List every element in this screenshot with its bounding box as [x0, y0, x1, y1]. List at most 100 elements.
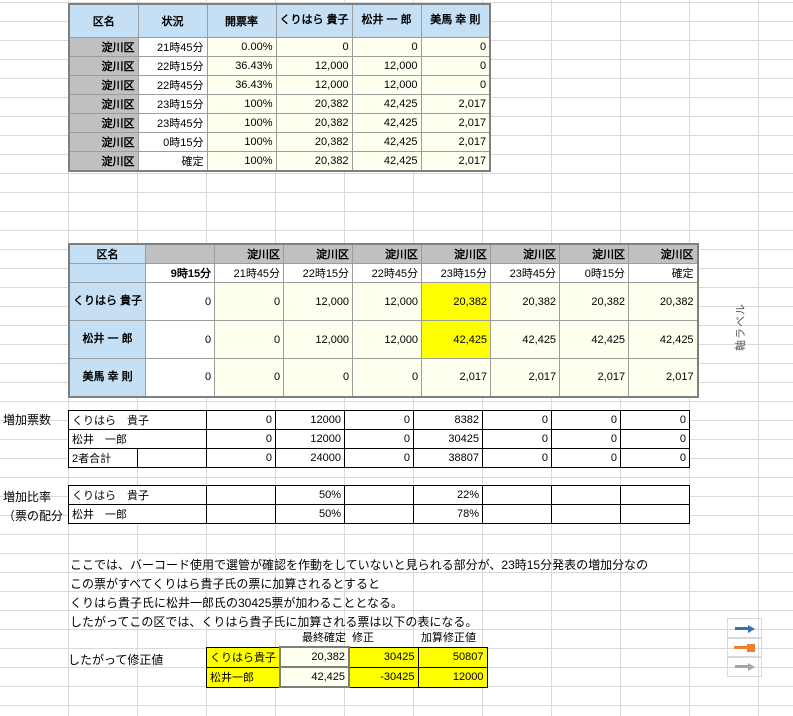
candidate-name-cell[interactable]: くりはら貴子 — [206, 646, 281, 668]
cell[interactable]: 23時45分 — [137, 112, 208, 133]
cell[interactable] — [68, 263, 147, 283]
cell[interactable]: 50% — [275, 504, 345, 524]
cell[interactable]: 2,017 — [559, 358, 630, 397]
cell[interactable]: 12,000 — [283, 320, 354, 359]
highlight-cell[interactable]: 12000 — [417, 666, 488, 688]
cell[interactable]: 42,425 — [490, 320, 561, 359]
time-header-cell[interactable]: 確定 — [628, 263, 699, 283]
candidate-name-cell[interactable]: 美馬 幸 則 — [68, 358, 147, 397]
cell[interactable]: 42,425 — [559, 320, 630, 359]
candidate-name-cell[interactable]: くりはら 貴子 — [68, 485, 207, 505]
ward-cell[interactable]: 淀川区 — [68, 131, 139, 152]
cell[interactable]: 20,382 — [275, 150, 353, 171]
cell[interactable]: 100% — [206, 112, 277, 133]
header-cell-ward[interactable]: 区名 — [68, 243, 147, 264]
cell[interactable] — [207, 628, 281, 647]
header-cell-matsui[interactable]: 松井 一 郎 — [351, 3, 422, 38]
cell[interactable]: 12,000 — [352, 282, 423, 321]
cell[interactable]: 100% — [206, 131, 277, 152]
cell[interactable]: 0 — [551, 429, 621, 449]
cell[interactable]: 0 — [214, 320, 285, 359]
highlight-cell[interactable]: 50807 — [417, 646, 488, 668]
candidate-name-cell[interactable]: 松井 一 郎 — [68, 320, 147, 359]
highlight-cell[interactable]: 42,425 — [421, 320, 492, 359]
header-cell-final[interactable]: 最終確定 — [302, 632, 346, 644]
cell[interactable]: 2,017 — [420, 112, 491, 133]
cell[interactable] — [206, 504, 276, 524]
cell[interactable]: 36.43% — [206, 55, 277, 76]
cell[interactable]: 0 — [206, 410, 276, 430]
header-cell-ward[interactable]: 区名 — [68, 3, 139, 38]
cell[interactable]: 12,000 — [351, 55, 422, 76]
cell[interactable]: 0 — [620, 448, 690, 468]
cell[interactable]: 20,382 — [490, 282, 561, 321]
cell[interactable]: 50% — [275, 485, 345, 505]
cell[interactable]: 2,017 — [420, 93, 491, 114]
highlight-cell[interactable]: 38807 — [413, 448, 483, 468]
cell[interactable]: 12,000 — [275, 74, 353, 95]
time-header-cell[interactable]: 9時15分 — [145, 263, 216, 283]
cell[interactable] — [145, 243, 216, 264]
cell[interactable]: 0 — [145, 282, 216, 321]
ward-cell[interactable]: 淀川区 — [68, 36, 139, 57]
cell[interactable]: 42,425 — [628, 320, 699, 359]
ward-cell[interactable]: 淀川区 — [490, 243, 561, 264]
ward-cell[interactable]: 淀川区 — [559, 243, 630, 264]
cell[interactable]: 0 — [482, 429, 552, 449]
highlight-cell[interactable]: 30425 — [348, 646, 419, 668]
selected-cell[interactable]: 42,425 — [279, 666, 350, 688]
ward-cell[interactable]: 淀川区 — [68, 112, 139, 133]
header-cell-result[interactable]: 加算修正値 — [421, 632, 476, 645]
cell[interactable]: 0 — [420, 36, 491, 57]
cell[interactable]: 42,425 — [351, 131, 422, 152]
cell[interactable]: 0 — [206, 448, 276, 468]
cell[interactable]: 0 — [214, 282, 285, 321]
cell[interactable]: 36.43% — [206, 74, 277, 95]
candidate-name-cell[interactable]: くりはら 貴子 — [68, 410, 207, 430]
cell[interactable]: 12000 — [275, 410, 345, 430]
header-cell-mima[interactable]: 美馬 幸 則 — [420, 3, 491, 38]
cell[interactable]: 2,017 — [420, 150, 491, 171]
cell[interactable]: 20,382 — [559, 282, 630, 321]
cell[interactable]: 0 — [420, 74, 491, 95]
ward-cell[interactable]: 淀川区 — [214, 243, 285, 264]
ward-cell[interactable]: 淀川区 — [421, 243, 492, 264]
cell[interactable]: 0 — [344, 410, 414, 430]
header-cell-rate[interactable]: 開票率 — [206, 3, 277, 38]
cell[interactable]: 22時15分 — [137, 55, 208, 76]
cell[interactable]: 0 — [482, 448, 552, 468]
cell[interactable]: 0.00% — [206, 36, 277, 57]
cell[interactable]: 12,000 — [283, 282, 354, 321]
cell[interactable]: 20,382 — [275, 93, 353, 114]
cell[interactable]: 100% — [206, 93, 277, 114]
cell[interactable]: 0 — [275, 36, 353, 57]
highlight-cell[interactable]: 20,382 — [421, 282, 492, 321]
cell[interactable]: 2,017 — [420, 131, 491, 152]
header-cell-status[interactable]: 状況 — [137, 3, 208, 38]
cell[interactable] — [482, 504, 552, 524]
highlight-cell[interactable]: 30425 — [413, 429, 483, 449]
cell[interactable] — [620, 504, 690, 524]
cell[interactable]: 12,000 — [352, 320, 423, 359]
highlight-cell[interactable]: -30425 — [348, 666, 419, 688]
cell[interactable] — [206, 485, 276, 505]
cell[interactable]: 0 — [283, 358, 354, 397]
candidate-name-cell[interactable]: 松井 一郎 — [68, 504, 207, 524]
candidate-name-cell[interactable]: くりはら 貴子 — [68, 282, 147, 321]
cell[interactable]: 2,017 — [628, 358, 699, 397]
candidate-name-cell[interactable]: 松井一郎 — [206, 666, 281, 688]
time-header-cell[interactable]: 0時15分 — [559, 263, 630, 283]
ward-cell[interactable]: 淀川区 — [68, 150, 139, 171]
ward-cell[interactable]: 淀川区 — [352, 243, 423, 264]
cell[interactable]: 0 — [551, 410, 621, 430]
cell[interactable]: 20,382 — [275, 112, 353, 133]
ward-cell[interactable]: 淀川区 — [68, 93, 139, 114]
cell[interactable]: 0時15分 — [137, 131, 208, 152]
header-cell-kurihara[interactable]: くりはら 貴子 — [275, 3, 353, 38]
cell[interactable]: 42,425 — [351, 150, 422, 171]
cell[interactable] — [344, 485, 414, 505]
cell[interactable]: 0 — [214, 358, 285, 397]
candidate-name-cell[interactable]: 松井 一郎 — [68, 429, 207, 449]
cell[interactable]: 12,000 — [351, 74, 422, 95]
ward-cell[interactable]: 淀川区 — [68, 74, 139, 95]
